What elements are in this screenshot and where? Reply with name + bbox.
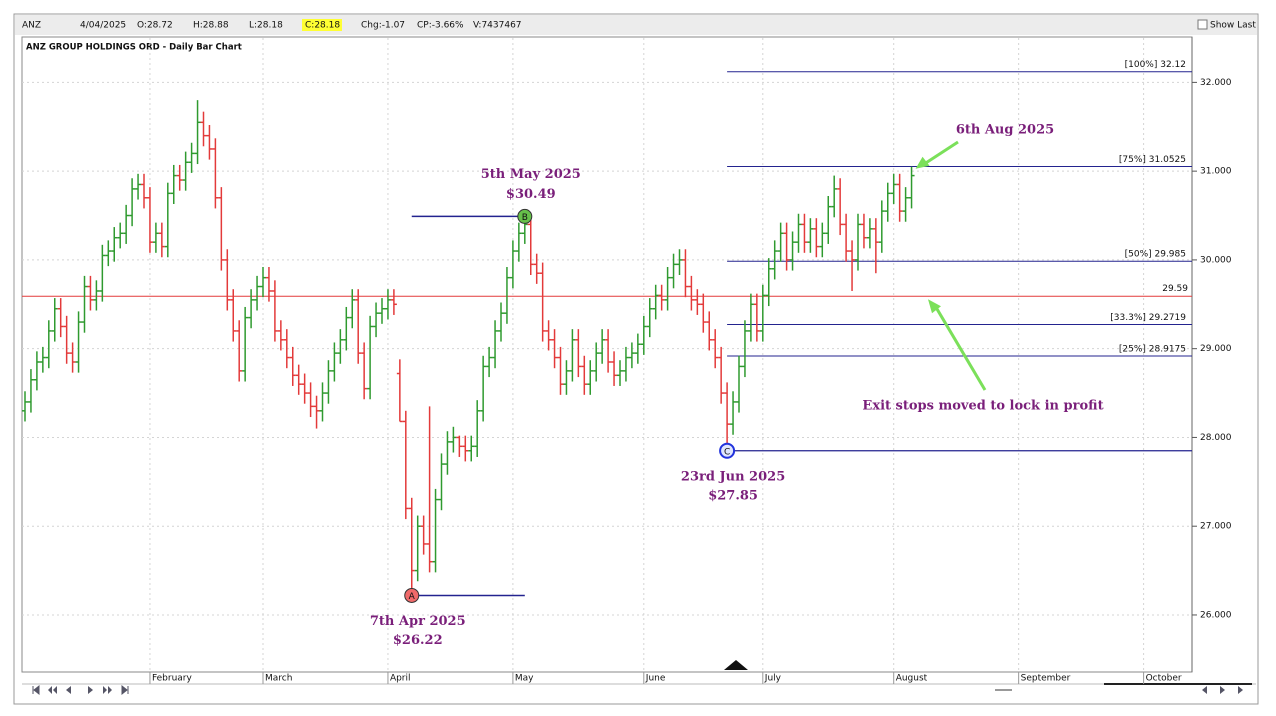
annotation: 6th Aug 2025 (956, 123, 1054, 138)
show-last-checkbox[interactable] (1197, 19, 1208, 30)
y-tick-label: 27.000 (1200, 522, 1232, 532)
pivot-price: $30.49 (506, 187, 556, 202)
header-close: C:28.18 (305, 21, 340, 31)
x-tick-label: August (896, 674, 928, 684)
x-tick-label: February (152, 674, 193, 684)
y-tick-label: 32.000 (1200, 78, 1232, 88)
nav-buttons[interactable] (32, 684, 1243, 696)
chart-title: ANZ GROUP HOLDINGS ORD - Daily Bar Chart (26, 43, 242, 53)
y-tick-label: 28.000 (1200, 433, 1232, 443)
x-tick-label: April (390, 674, 411, 684)
x-tick-label: March (265, 674, 292, 684)
x-tick-label: September (1021, 674, 1071, 684)
y-tick-label: 30.000 (1200, 255, 1232, 265)
header-symbol: ANZ (22, 21, 41, 31)
pivot-price: $26.22 (393, 633, 443, 648)
x-tick-label: May (515, 674, 534, 684)
x-tick-label: July (764, 674, 782, 684)
annotation-arrow (920, 140, 959, 167)
header-high: H:28.88 (193, 21, 229, 31)
header-change: Chg:-1.07 (361, 21, 405, 31)
fib-label: [50%] 29.985 (1125, 250, 1186, 260)
y-tick-label: 31.000 (1200, 167, 1232, 177)
annotation-arrowhead (928, 299, 941, 314)
pivot-date: 23rd Jun 2025 (681, 469, 785, 484)
pivot-marker (404, 587, 420, 603)
pivot-letter: C (724, 447, 730, 457)
annotation: Exit stops moved to lock in profit (862, 399, 1103, 414)
pivot-letter: B (522, 213, 528, 223)
reference-label: 29.59 (1162, 284, 1188, 294)
plot-area (21, 36, 1193, 673)
fib-label: [75%] 31.0525 (1119, 155, 1186, 165)
pivot-date: 7th Apr 2025 (370, 614, 466, 629)
pivot-letter: A (409, 592, 416, 602)
pivot-marker (719, 442, 736, 459)
pivot-price: $27.85 (708, 488, 758, 503)
annotation-arrowhead (915, 156, 930, 169)
fib-label: [100%] 32.12 (1125, 60, 1186, 70)
header-change-pct: CP:-3.66% (417, 21, 464, 31)
header-date: 4/04/2025 (80, 21, 126, 31)
y-tick-label: 26.000 (1200, 610, 1232, 620)
x-tick-label: October (1146, 674, 1182, 684)
header-open: O:28.72 (137, 21, 173, 31)
annotation-arrow (934, 306, 987, 391)
scroll-marker[interactable] (724, 660, 748, 670)
fib-label: [33.3%] 29.2719 (1110, 313, 1186, 323)
pivot-date: 5th May 2025 (481, 167, 581, 182)
close-highlight (302, 19, 342, 31)
x-tick-label: June (645, 674, 666, 684)
header-low: L:28.18 (249, 21, 283, 31)
pivot-marker (517, 208, 533, 224)
fib-label: [25%] 28.9175 (1119, 344, 1186, 354)
header-volume: V:7437467 (473, 21, 522, 31)
y-tick-label: 29.000 (1200, 344, 1232, 354)
show-last-label[interactable]: Show Last (1210, 21, 1256, 31)
